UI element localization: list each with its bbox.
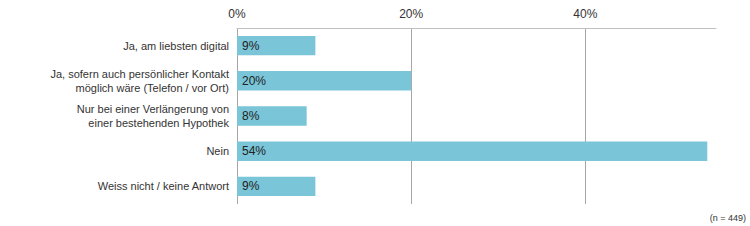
svg-text:54%: 54%	[242, 144, 266, 158]
svg-text:9%: 9%	[242, 179, 260, 193]
svg-text:20%: 20%	[242, 74, 266, 88]
svg-text:Weiss nicht / keine Antwort: Weiss nicht / keine Antwort	[98, 180, 229, 192]
svg-text:20%: 20%	[399, 7, 423, 21]
svg-text:Nein: Nein	[206, 145, 229, 157]
svg-text:einer bestehenden Hypothek: einer bestehenden Hypothek	[88, 117, 229, 129]
svg-text:9%: 9%	[242, 39, 260, 53]
svg-text:möglich wäre (Telefon / vor Or: möglich wäre (Telefon / vor Ort)	[76, 82, 229, 94]
svg-text:40%: 40%	[573, 7, 597, 21]
svg-text:(n = 449): (n = 449)	[710, 213, 746, 223]
svg-text:0%: 0%	[228, 7, 246, 21]
svg-text:Nur bei einer Verlängerung von: Nur bei einer Verlängerung von	[77, 103, 229, 115]
svg-text:8%: 8%	[242, 109, 260, 123]
svg-text:Ja, am liebsten digital: Ja, am liebsten digital	[123, 40, 229, 52]
svg-text:Ja, sofern auch persönlicher K: Ja, sofern auch persönlicher Kontakt	[50, 68, 229, 80]
